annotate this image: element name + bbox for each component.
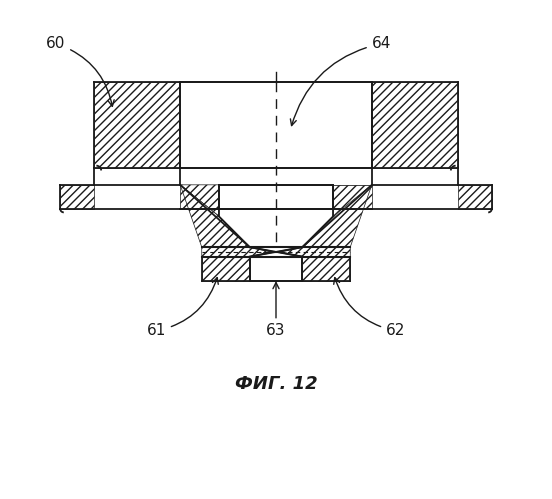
Polygon shape xyxy=(278,247,351,256)
Polygon shape xyxy=(219,185,333,209)
Polygon shape xyxy=(372,82,458,168)
Polygon shape xyxy=(180,185,250,247)
Text: 62: 62 xyxy=(334,277,406,338)
Text: 63: 63 xyxy=(266,282,286,338)
Polygon shape xyxy=(458,185,492,209)
Text: 60: 60 xyxy=(46,36,114,106)
Text: 61: 61 xyxy=(146,277,218,338)
Polygon shape xyxy=(250,256,302,280)
Polygon shape xyxy=(180,82,372,168)
Polygon shape xyxy=(180,185,219,216)
Polygon shape xyxy=(94,82,180,168)
Text: ФИГ. 12: ФИГ. 12 xyxy=(235,375,317,393)
Polygon shape xyxy=(180,185,219,209)
Text: 64: 64 xyxy=(290,36,391,126)
Polygon shape xyxy=(333,185,372,209)
Polygon shape xyxy=(180,185,250,256)
Polygon shape xyxy=(201,256,250,280)
Polygon shape xyxy=(201,247,274,256)
Polygon shape xyxy=(302,256,351,280)
Polygon shape xyxy=(302,185,372,247)
Polygon shape xyxy=(333,185,372,216)
Polygon shape xyxy=(60,185,94,209)
